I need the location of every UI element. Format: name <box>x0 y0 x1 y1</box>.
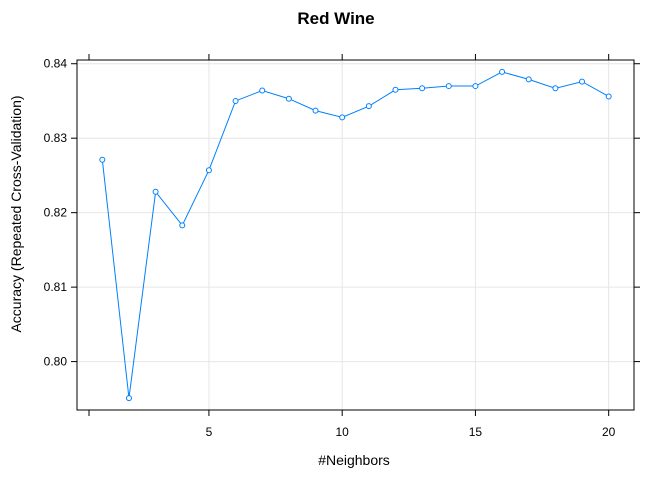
y-tick-label: 0.80 <box>44 355 68 369</box>
data-point <box>152 188 159 195</box>
data-point <box>205 167 212 174</box>
data-point <box>499 68 506 75</box>
x-tick-label: 15 <box>469 425 483 439</box>
data-point <box>445 83 452 90</box>
x-tick-label: 5 <box>206 425 213 439</box>
x-tick-labels: 5 10 15 20 <box>206 425 616 439</box>
data-point <box>339 114 346 121</box>
x-tick-label: 10 <box>335 425 349 439</box>
grid-lines <box>77 60 634 410</box>
y-tick-label: 0.81 <box>44 280 68 294</box>
y-tick-label: 0.82 <box>44 206 68 220</box>
y-tick-label: 0.83 <box>44 131 68 145</box>
data-point <box>259 87 266 94</box>
data-point <box>179 222 186 229</box>
data-point <box>99 156 106 163</box>
data-point <box>312 107 319 114</box>
plot-frame <box>76 59 635 411</box>
data-point <box>285 95 292 102</box>
x-tick-label: 20 <box>602 425 616 439</box>
data-points <box>99 68 612 402</box>
data-point <box>419 85 426 92</box>
y-axis-label: Accuracy (Repeated Cross-Validation) <box>8 95 24 332</box>
series-line <box>101 71 609 399</box>
series-polyline <box>101 71 609 399</box>
data-point <box>472 83 479 90</box>
chart-title: Red Wine <box>297 9 374 28</box>
axis-ticks <box>71 54 640 416</box>
data-point <box>125 395 132 402</box>
data-point <box>392 86 399 93</box>
x-axis-label: #Neighbors <box>318 452 390 468</box>
data-point <box>579 78 586 85</box>
data-point <box>525 76 532 83</box>
data-point <box>232 97 239 104</box>
data-point <box>365 103 372 110</box>
y-tick-labels: 0.80 0.81 0.82 0.83 0.84 <box>44 57 68 369</box>
data-point <box>552 85 559 92</box>
data-point <box>605 93 612 100</box>
y-tick-label: 0.84 <box>44 57 68 71</box>
